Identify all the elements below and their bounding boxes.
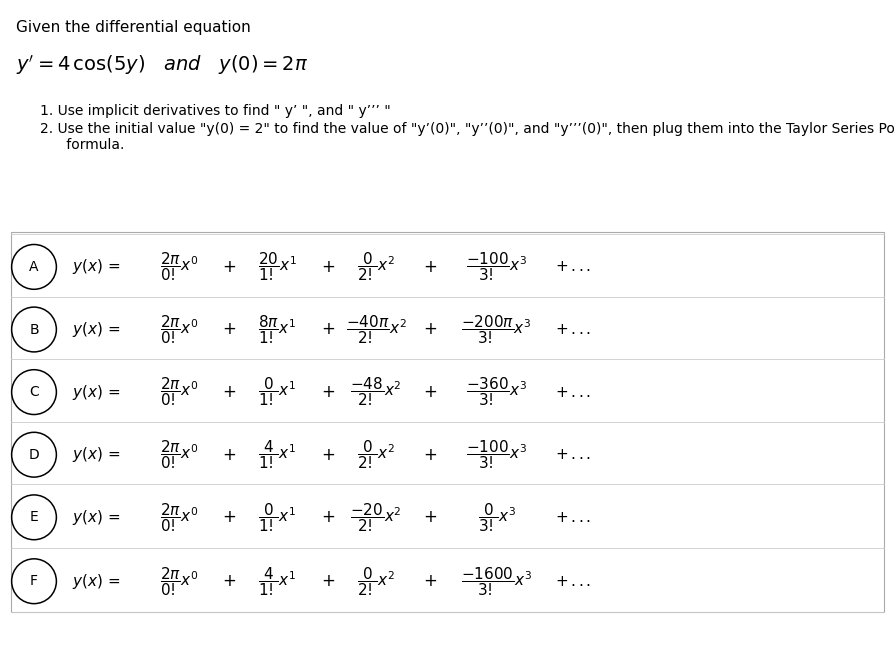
Text: $+\,...$: $+\,...$: [554, 574, 590, 588]
Text: $+\,...$: $+\,...$: [554, 260, 590, 274]
Text: $+$: $+$: [320, 258, 334, 276]
Text: $y(x)\, =$: $y(x)\, =$: [72, 508, 121, 527]
Text: A: A: [30, 260, 38, 274]
Text: $y(x)\, =$: $y(x)\, =$: [72, 258, 121, 276]
Text: $+$: $+$: [222, 445, 236, 464]
Text: C: C: [30, 385, 38, 399]
Text: $\dfrac{2\pi}{0!}$$x^0$: $\dfrac{2\pi}{0!}$$x^0$: [159, 565, 198, 598]
Text: $+$: $+$: [222, 320, 236, 339]
Text: $+$: $+$: [422, 258, 436, 276]
Text: $\dfrac{0}{2!}$$x^2$: $\dfrac{0}{2!}$$x^2$: [357, 565, 394, 598]
Text: $\dfrac{4}{1!}$$x^1$: $\dfrac{4}{1!}$$x^1$: [258, 438, 296, 471]
Text: $y' = 4\,\cos\!\left(5y\right)$   $and$   $y(0) = 2\pi$: $y' = 4\,\cos\!\left(5y\right)$ $and$ $y…: [16, 53, 308, 76]
Text: $\dfrac{2\pi}{0!}$$x^0$: $\dfrac{2\pi}{0!}$$x^0$: [159, 438, 198, 471]
Text: $\dfrac{20}{1!}$$x^1$: $\dfrac{20}{1!}$$x^1$: [257, 250, 297, 283]
Text: $+\,...$: $+\,...$: [554, 447, 590, 462]
Text: $+$: $+$: [222, 258, 236, 276]
Text: $\dfrac{0}{3!}$$x^3$: $\dfrac{0}{3!}$$x^3$: [477, 501, 515, 534]
Text: $+\,...$: $+\,...$: [554, 385, 590, 399]
Text: $\dfrac{-20}{2!}$$x^2$: $\dfrac{-20}{2!}$$x^2$: [350, 501, 401, 534]
Text: $\dfrac{2\pi}{0!}$$x^0$: $\dfrac{2\pi}{0!}$$x^0$: [159, 313, 198, 346]
Text: $+$: $+$: [422, 320, 436, 339]
Text: $+$: $+$: [320, 572, 334, 590]
Text: 2. Use the initial value "y(0) = 2" to find the value of "y’(0)", "y’’(0)", and : 2. Use the initial value "y(0) = 2" to f…: [40, 122, 894, 136]
Text: $\dfrac{8\pi}{1!}$$x^1$: $\dfrac{8\pi}{1!}$$x^1$: [258, 313, 296, 346]
Text: D: D: [29, 447, 39, 462]
Text: $+$: $+$: [320, 320, 334, 339]
Text: $+$: $+$: [422, 572, 436, 590]
Text: formula.: formula.: [40, 138, 124, 152]
Text: $\dfrac{-360}{3!}$$x^3$: $\dfrac{-360}{3!}$$x^3$: [466, 376, 527, 409]
Text: $y(x)\, =$: $y(x)\, =$: [72, 445, 121, 464]
Text: 1. Use implicit derivatives to find " y’ ", and " y’’’ ": 1. Use implicit derivatives to find " y’…: [40, 104, 391, 118]
Text: $\dfrac{-1600}{3!}$$x^3$: $\dfrac{-1600}{3!}$$x^3$: [460, 565, 532, 598]
Text: $+\,...$: $+\,...$: [554, 510, 590, 525]
Text: $y(x)\, =$: $y(x)\, =$: [72, 320, 121, 339]
Text: E: E: [30, 510, 38, 525]
Text: $\dfrac{-100}{3!}$$x^3$: $\dfrac{-100}{3!}$$x^3$: [466, 438, 527, 471]
Text: $\dfrac{0}{2!}$$x^2$: $\dfrac{0}{2!}$$x^2$: [357, 250, 394, 283]
Text: $\dfrac{-40\pi}{2!}$$x^2$: $\dfrac{-40\pi}{2!}$$x^2$: [345, 313, 406, 346]
Text: $+$: $+$: [422, 508, 436, 527]
Text: $+$: $+$: [222, 383, 236, 401]
Text: $+$: $+$: [320, 445, 334, 464]
Text: $\dfrac{0}{1!}$$x^1$: $\dfrac{0}{1!}$$x^1$: [258, 376, 296, 409]
Text: $+\,...$: $+\,...$: [554, 322, 590, 337]
Text: $\dfrac{2\pi}{0!}$$x^0$: $\dfrac{2\pi}{0!}$$x^0$: [159, 250, 198, 283]
Text: $+$: $+$: [222, 508, 236, 527]
Text: B: B: [30, 322, 38, 337]
Text: $\dfrac{-200\pi}{3!}$$x^3$: $\dfrac{-200\pi}{3!}$$x^3$: [461, 313, 531, 346]
Text: $y(x)\, =$: $y(x)\, =$: [72, 572, 121, 590]
Text: $y(x)\, =$: $y(x)\, =$: [72, 383, 121, 401]
Text: $\dfrac{-48}{2!}$$x^2$: $\dfrac{-48}{2!}$$x^2$: [350, 376, 401, 409]
Text: F: F: [30, 574, 38, 588]
Text: $+$: $+$: [320, 383, 334, 401]
Text: $+$: $+$: [320, 508, 334, 527]
Text: $+$: $+$: [422, 383, 436, 401]
Text: $\dfrac{0}{2!}$$x^2$: $\dfrac{0}{2!}$$x^2$: [357, 438, 394, 471]
Text: $+$: $+$: [422, 445, 436, 464]
Text: $+$: $+$: [222, 572, 236, 590]
Text: $\dfrac{4}{1!}$$x^1$: $\dfrac{4}{1!}$$x^1$: [258, 565, 296, 598]
Text: $\dfrac{2\pi}{0!}$$x^0$: $\dfrac{2\pi}{0!}$$x^0$: [159, 501, 198, 534]
Text: Given the differential equation: Given the differential equation: [16, 20, 250, 35]
Text: $\dfrac{2\pi}{0!}$$x^0$: $\dfrac{2\pi}{0!}$$x^0$: [159, 376, 198, 409]
Text: $\dfrac{0}{1!}$$x^1$: $\dfrac{0}{1!}$$x^1$: [258, 501, 296, 534]
Text: $\dfrac{-100}{3!}$$x^3$: $\dfrac{-100}{3!}$$x^3$: [466, 250, 527, 283]
